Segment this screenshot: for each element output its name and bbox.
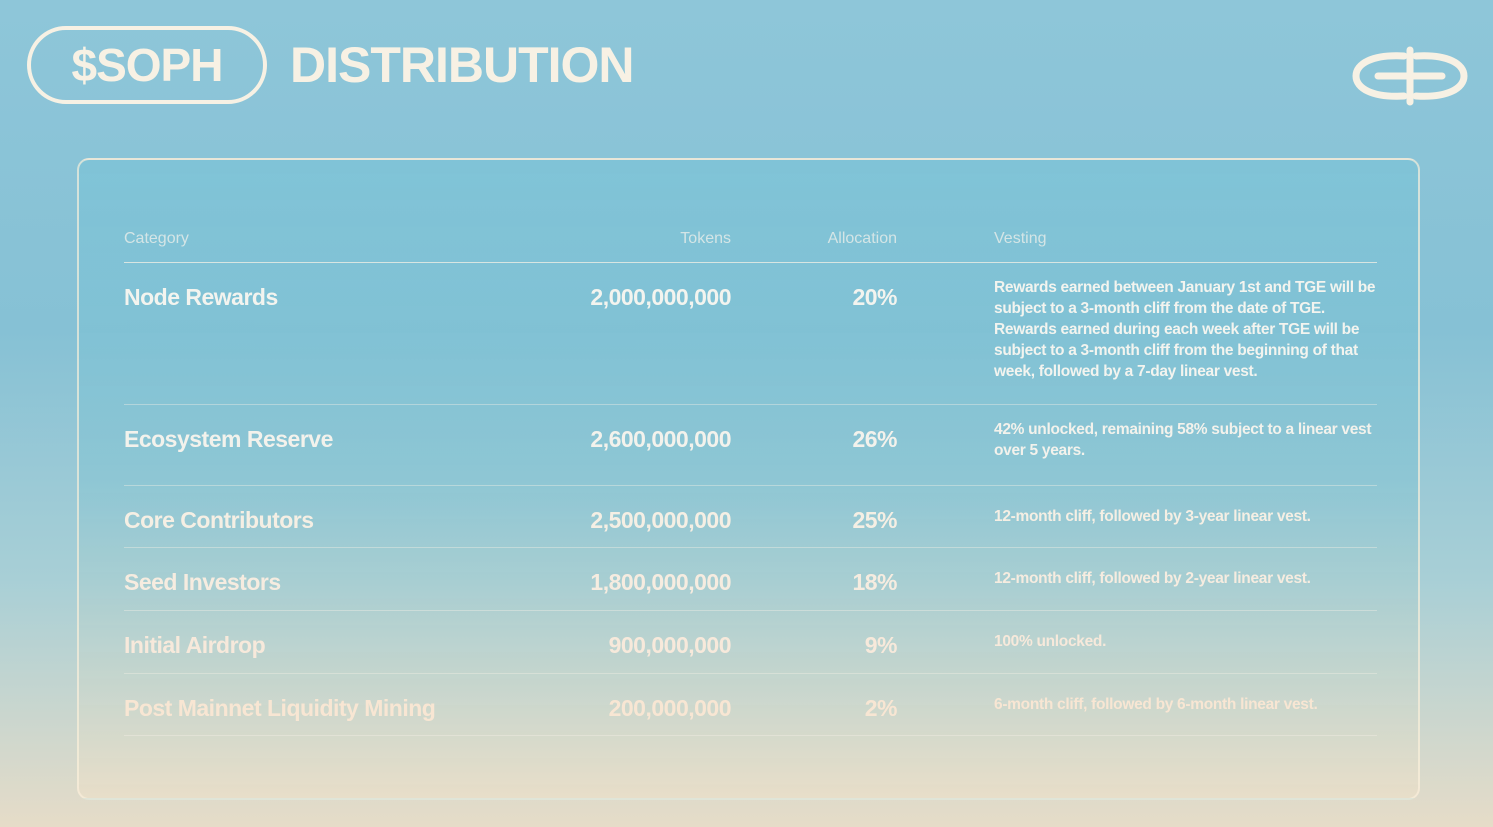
tokens-cell: 1,800,000,000: [564, 547, 732, 611]
table-panel: Category Tokens Allocation Vesting Node …: [77, 158, 1420, 800]
column-header: Category: [124, 216, 564, 263]
table-row: Initial Airdrop 900,000,000 9% 100% unlocke…: [124, 610, 1377, 674]
table-body: Node Rewards 2,000,000,000 20% Rewards earn…: [124, 262, 1377, 736]
badge: $SOPH: [27, 26, 267, 104]
column-header: Tokens: [564, 216, 731, 263]
column-header: Vesting: [897, 216, 1377, 263]
tokens-cell: 900,000,000: [564, 610, 732, 674]
tokens-cell: 2,600,000,000: [564, 404, 732, 486]
allocation-cell: 9%: [731, 610, 898, 674]
allocation-cell: 25%: [731, 485, 898, 548]
table-row: Seed Investors 1,800,000,000 18% 12-month c…: [124, 547, 1377, 611]
allocation-cell: 2%: [731, 673, 898, 736]
vesting-cell: 42% unlocked, remaining 58% subject to a…: [897, 404, 1377, 486]
vesting-cell: Rewards earned between January 1st and T…: [897, 262, 1377, 405]
title: DISTRIBUTION: [290, 37, 635, 93]
allocation-cell: 26%: [731, 404, 898, 486]
category-cell: Post Mainnet Liquidity Mining: [124, 673, 564, 736]
allocation-cell: 20%: [731, 262, 898, 405]
vesting-cell: 12-month cliff, followed by 3-year linea…: [897, 485, 1377, 548]
table-row: Node Rewards 2,000,000,000 20% Rewards earn…: [124, 262, 1377, 405]
table-row: Core Contributors 2,500,000,000 25% 12-mont…: [124, 485, 1377, 548]
table-row: Ecosystem Reserve 2,600,000,000 26% 42% unl…: [124, 404, 1377, 486]
table-row: Post Mainnet Liquidity Mining 200,000,000…: [124, 673, 1377, 736]
vesting-cell: 6-month cliff, followed by 6-month linea…: [897, 673, 1377, 736]
allocation-cell: 18%: [731, 547, 898, 611]
category-cell: Ecosystem Reserve: [124, 404, 564, 486]
tokens-cell: 2,000,000,000: [564, 262, 732, 405]
category-cell: Node Rewards: [124, 262, 564, 405]
header-row: Category Tokens Allocation Vesting: [124, 216, 1377, 263]
tokens-cell: 2,500,000,000: [564, 485, 732, 548]
logo: [1352, 46, 1468, 106]
distribution-table: Category Tokens Allocation Vesting Node …: [124, 216, 1377, 736]
tokens-cell: 200,000,000: [564, 673, 732, 736]
category-cell: Core Contributors: [124, 485, 564, 548]
category-cell: Initial Airdrop: [124, 610, 564, 674]
vesting-cell: 12-month cliff, followed by 2-year linea…: [897, 547, 1377, 611]
column-header: Allocation: [731, 216, 897, 263]
vesting-cell: 100% unlocked.: [897, 610, 1377, 674]
category-cell: Seed Investors: [124, 547, 564, 611]
